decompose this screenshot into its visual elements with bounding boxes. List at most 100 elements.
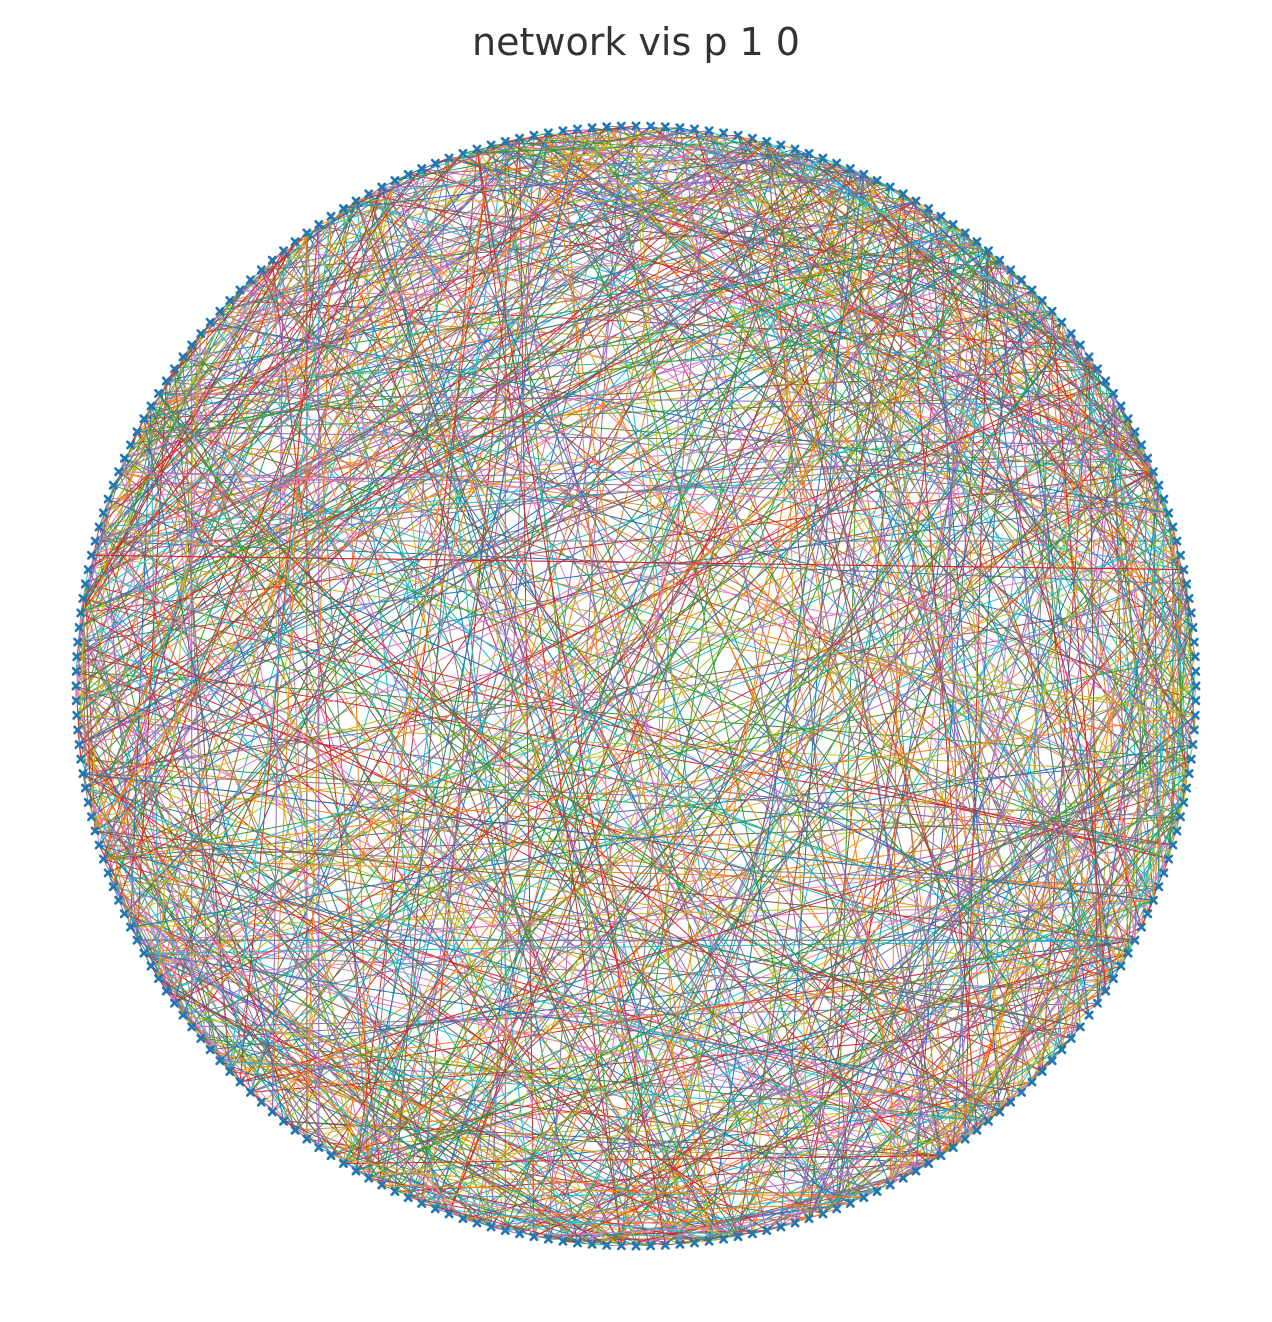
network-edge bbox=[577, 714, 1196, 1244]
network-node bbox=[290, 237, 300, 247]
network-edge bbox=[210, 1049, 824, 1215]
network-edge bbox=[1112, 393, 1165, 873]
network-node bbox=[205, 317, 215, 327]
network-edge bbox=[76, 333, 1072, 702]
network-edge bbox=[91, 168, 423, 556]
network-edge bbox=[490, 144, 739, 1237]
network-edge bbox=[112, 886, 464, 1219]
network-edge bbox=[75, 162, 837, 672]
network-edge bbox=[85, 787, 942, 1157]
network-edge bbox=[250, 279, 1090, 1016]
network-edge bbox=[136, 431, 1187, 585]
network-edge bbox=[165, 132, 549, 992]
network-node bbox=[543, 1234, 553, 1244]
network-edge bbox=[434, 162, 891, 1186]
network-node bbox=[267, 255, 277, 265]
network-node bbox=[80, 579, 90, 589]
network-nodes bbox=[71, 121, 1201, 1251]
network-edge bbox=[694, 128, 1090, 1016]
network-edge bbox=[999, 259, 1154, 472]
network-edge bbox=[306, 899, 1154, 1140]
network-node bbox=[90, 826, 100, 836]
network-node bbox=[818, 1209, 828, 1219]
network-node bbox=[572, 1238, 582, 1248]
network-edge bbox=[229, 300, 954, 1148]
network-edge bbox=[80, 241, 296, 614]
network-edge bbox=[940, 802, 1185, 1156]
network-edge bbox=[94, 269, 1011, 542]
network-edge bbox=[533, 135, 1142, 928]
network-edge bbox=[136, 310, 1053, 433]
network-edge bbox=[1031, 289, 1154, 472]
network-edge bbox=[476, 148, 666, 1246]
network-edge bbox=[95, 444, 1142, 542]
network-node bbox=[602, 1240, 612, 1250]
network-node bbox=[279, 246, 289, 256]
network-node bbox=[936, 1151, 946, 1161]
network-node bbox=[776, 140, 786, 150]
network-node bbox=[1164, 854, 1174, 864]
network-edge bbox=[343, 612, 1192, 1164]
network-edge bbox=[143, 952, 739, 1238]
network-edge bbox=[200, 134, 739, 335]
network-node bbox=[94, 840, 104, 850]
network-node bbox=[1108, 388, 1118, 398]
network-node bbox=[1093, 364, 1103, 374]
network-node bbox=[872, 176, 882, 186]
network-node bbox=[733, 130, 743, 140]
network-node bbox=[74, 622, 84, 632]
network-edge bbox=[84, 787, 344, 1164]
network-node bbox=[351, 196, 361, 206]
network-edge bbox=[82, 773, 464, 1219]
network-edge bbox=[82, 153, 464, 599]
network-node bbox=[832, 158, 842, 168]
network-edge bbox=[130, 899, 1154, 928]
network-edge bbox=[606, 126, 1192, 760]
network-edge bbox=[737, 134, 1136, 433]
network-edge bbox=[98, 526, 296, 1131]
network-edge bbox=[85, 180, 878, 585]
network-edge bbox=[606, 700, 1197, 1246]
network-edge bbox=[85, 250, 989, 789]
network-node bbox=[215, 1056, 225, 1066]
network-edge bbox=[408, 1190, 878, 1199]
network-node bbox=[178, 352, 188, 362]
network-edge bbox=[434, 148, 796, 1209]
network-edge bbox=[1070, 333, 1136, 941]
network-edge bbox=[505, 141, 1142, 446]
network-node bbox=[403, 169, 413, 179]
network-node bbox=[1108, 974, 1118, 984]
network-node bbox=[132, 427, 142, 437]
network-edge bbox=[143, 952, 1106, 992]
network-node bbox=[417, 1198, 427, 1208]
network-edge bbox=[952, 300, 1043, 1148]
network-edge bbox=[394, 127, 681, 182]
network-node bbox=[72, 710, 82, 720]
network-edge bbox=[368, 193, 1114, 979]
network-node bbox=[225, 1066, 235, 1076]
network-node bbox=[98, 854, 108, 864]
network-node bbox=[154, 974, 164, 984]
network-edge bbox=[889, 186, 1090, 1016]
network-edge bbox=[182, 279, 1022, 1016]
network-edge bbox=[150, 471, 1154, 967]
network-edge bbox=[200, 1037, 989, 1122]
network-edge bbox=[751, 269, 1012, 1234]
network-edge bbox=[150, 344, 1081, 967]
network-edge bbox=[80, 758, 622, 1247]
network-node bbox=[1182, 579, 1192, 589]
network-edge bbox=[229, 180, 878, 1072]
network-node bbox=[267, 1107, 277, 1117]
network-edge bbox=[940, 216, 966, 1140]
network-edge bbox=[87, 125, 651, 570]
network-node bbox=[196, 329, 206, 339]
network-edge bbox=[533, 952, 1129, 1238]
network-edge bbox=[355, 899, 1154, 1172]
network-edge bbox=[143, 418, 285, 1122]
network-node bbox=[747, 133, 757, 143]
network-edge bbox=[98, 153, 464, 528]
network-node bbox=[1179, 797, 1189, 807]
network-edge bbox=[708, 174, 865, 1242]
network-edge bbox=[143, 232, 966, 420]
network-node bbox=[1188, 622, 1198, 632]
